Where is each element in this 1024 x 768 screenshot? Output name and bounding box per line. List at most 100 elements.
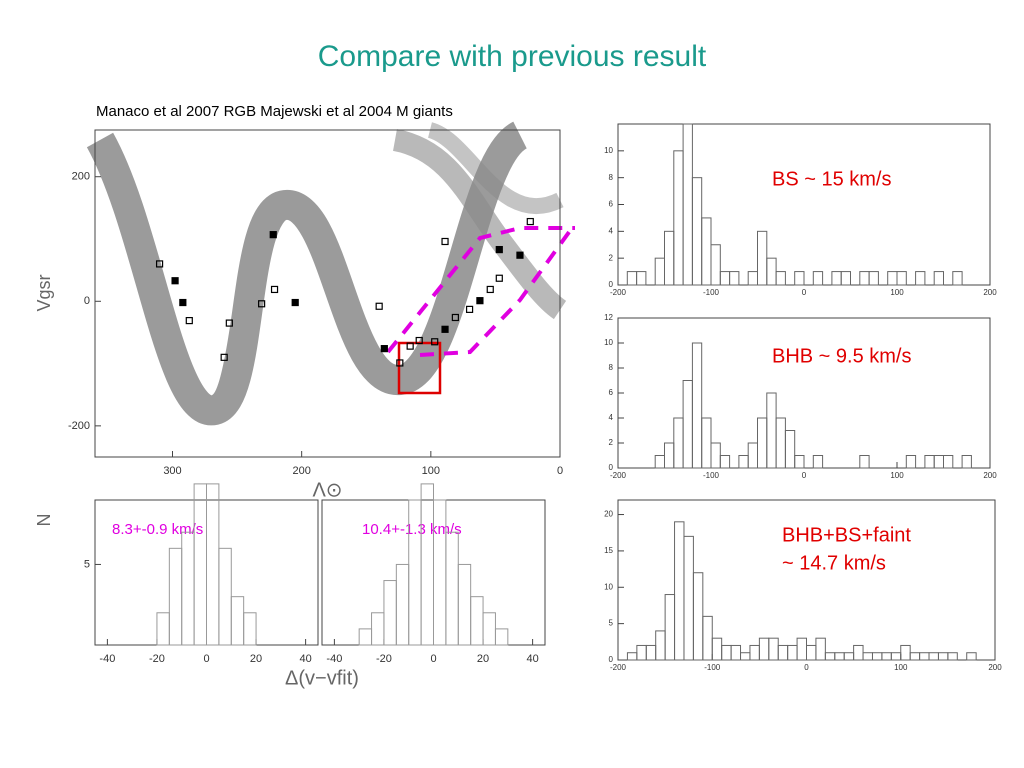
hist-bar — [482, 612, 496, 646]
hist-bar — [655, 630, 666, 661]
hist-bar — [383, 580, 397, 646]
hist-bar — [674, 521, 685, 661]
point — [431, 338, 439, 346]
hist-bar — [691, 177, 703, 286]
hist-bar — [729, 271, 740, 286]
hist-bar — [420, 483, 435, 646]
y-tick-label: 2 — [609, 253, 614, 262]
hist-bar — [636, 271, 647, 286]
slide-title: Compare with previous result — [318, 40, 707, 73]
hist-bar — [206, 483, 220, 646]
hist-bar — [457, 563, 472, 646]
hist-bar — [738, 455, 749, 469]
annotation: BHB+BS+faint — [782, 524, 911, 546]
hist-bar — [815, 637, 826, 661]
point — [476, 297, 484, 305]
hist-bar — [840, 271, 852, 286]
hist-bar — [691, 342, 703, 469]
hist-bar — [862, 652, 873, 661]
point — [495, 274, 503, 282]
hist-bar — [947, 652, 958, 661]
y-tick-label: 4 — [609, 413, 614, 422]
x-tick-label: 0 — [802, 288, 807, 297]
hist-bar — [740, 652, 751, 661]
hist-bar — [924, 455, 935, 469]
hist-bar — [766, 392, 777, 469]
x-tick-label: 20 — [250, 653, 262, 665]
x-tick-label: 0 — [557, 465, 563, 477]
y-tick-label: 0 — [609, 463, 614, 472]
y-tick-label: -200 — [68, 420, 90, 432]
hist-bar — [626, 271, 638, 286]
x-tick-label: -100 — [704, 663, 721, 672]
hist-bar — [768, 637, 779, 661]
x-tick-label: 200 — [292, 465, 310, 477]
hist-bar — [915, 271, 926, 286]
hist-bar — [933, 271, 945, 286]
hist-bar — [710, 442, 721, 469]
x-tick-label: 100 — [890, 471, 904, 480]
hist-bar — [168, 547, 183, 646]
y-tick-label: 6 — [609, 388, 614, 397]
annotation: 10.4+-1.3 km/s — [362, 521, 462, 538]
hist-bar — [859, 455, 870, 469]
hist-bar — [747, 442, 759, 469]
hist-bar — [757, 230, 768, 286]
x-tick-label: 200 — [983, 288, 997, 297]
hist-bar — [664, 442, 675, 469]
hist-bar — [701, 217, 712, 286]
x-tick-label: 0 — [430, 653, 436, 665]
hist-bar — [794, 271, 805, 286]
hist-bar — [243, 612, 257, 646]
point — [415, 336, 423, 345]
annotation: ~ 14.7 km/s — [782, 552, 886, 574]
y-tick-label: 20 — [604, 510, 613, 519]
point — [185, 316, 193, 325]
x-tick-label: -20 — [149, 653, 165, 665]
point — [526, 217, 534, 226]
x-tick-label: -100 — [703, 471, 720, 480]
y-tick-label: 2 — [609, 438, 614, 447]
point — [465, 305, 474, 313]
hist-bar — [784, 430, 796, 469]
point — [155, 260, 164, 268]
hist-bar — [494, 628, 509, 646]
hist-bar — [371, 612, 385, 646]
point — [495, 245, 503, 254]
hist-bar — [896, 271, 907, 286]
y-tick-label: 5 — [84, 558, 90, 570]
x-tick-label: -20 — [376, 653, 392, 665]
point — [516, 251, 524, 259]
hist-bar — [928, 652, 939, 661]
hist-bar — [719, 455, 731, 469]
hist-bar — [181, 531, 195, 646]
point — [396, 359, 404, 367]
hist-bar — [747, 271, 759, 286]
x-tick-label: 0 — [804, 663, 809, 672]
annotation: BS ~ 15 km/s — [772, 168, 892, 190]
hist-bar — [664, 230, 675, 286]
y-tick-label: 6 — [609, 200, 614, 209]
hist-bar — [701, 417, 712, 469]
hist-bar — [358, 628, 373, 646]
hist-bar — [905, 455, 917, 469]
y-tick-label: 200 — [72, 171, 90, 183]
hist-bar — [943, 455, 954, 469]
hist-bar — [470, 596, 484, 646]
annotation: BHB ~ 9.5 km/s — [772, 345, 912, 367]
caption: Manaco et al 2007 RGB Majewski et al 200… — [96, 103, 453, 120]
y-tick-label: 0 — [84, 295, 90, 307]
point — [406, 342, 414, 350]
x-tick-label: 40 — [526, 653, 538, 665]
hist-bar — [966, 652, 977, 661]
y-tick-label: 0 — [609, 280, 614, 289]
y-tick-label: 8 — [609, 173, 614, 182]
x-tick-label: 200 — [983, 471, 997, 480]
hist-bar — [626, 652, 638, 661]
hist-bar — [730, 644, 742, 661]
y-tick-label: 15 — [604, 546, 613, 555]
hist-bar — [664, 594, 676, 661]
x-tick-label: -200 — [610, 471, 627, 480]
